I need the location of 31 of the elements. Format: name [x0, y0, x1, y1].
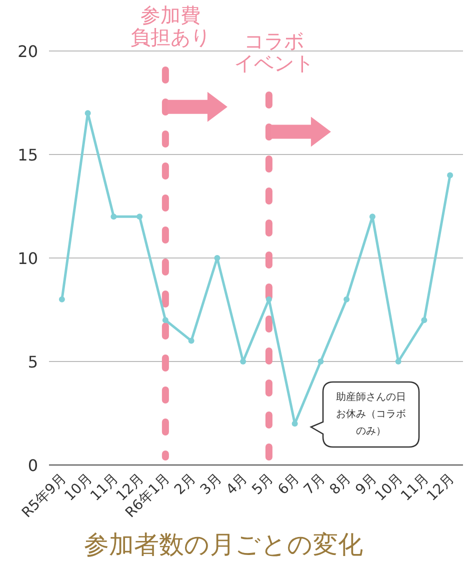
- x-tick-label: 8月: [326, 470, 354, 498]
- point: [421, 317, 428, 324]
- point: [188, 338, 194, 344]
- x-tick-label: 2月: [172, 470, 200, 498]
- ref-line-label: コラボイベント: [234, 29, 314, 75]
- point: [266, 296, 272, 302]
- point: [214, 255, 220, 261]
- point: [344, 296, 350, 302]
- ref-line-label: 参加費負担あり: [130, 3, 210, 49]
- annotation: 助産師さんの日お休み（コラボのみ）: [335, 390, 407, 439]
- point: [395, 358, 402, 364]
- point: [58, 296, 65, 302]
- x-tick-label: 4月: [223, 470, 251, 498]
- x-tick-label: 3月: [197, 470, 226, 498]
- point: [136, 214, 143, 220]
- point: [292, 420, 298, 427]
- point: [162, 317, 168, 324]
- point: [318, 358, 324, 364]
- point: [240, 358, 246, 364]
- y-tick-label: 5: [28, 352, 38, 372]
- x-tick-label: 5月: [249, 470, 277, 498]
- y-tick-label: 20: [18, 42, 38, 61]
- y-tick-label: 10: [18, 249, 38, 268]
- y-tick-label: 15: [18, 146, 38, 164]
- point: [110, 214, 117, 220]
- x-tick-label: 7月: [300, 470, 329, 498]
- text: 参加者数の月ごとの変化: [84, 530, 363, 559]
- x-tick-label: 6月: [275, 470, 303, 498]
- y-tick-label: 0: [28, 456, 38, 475]
- point: [84, 110, 91, 116]
- point: [447, 172, 454, 178]
